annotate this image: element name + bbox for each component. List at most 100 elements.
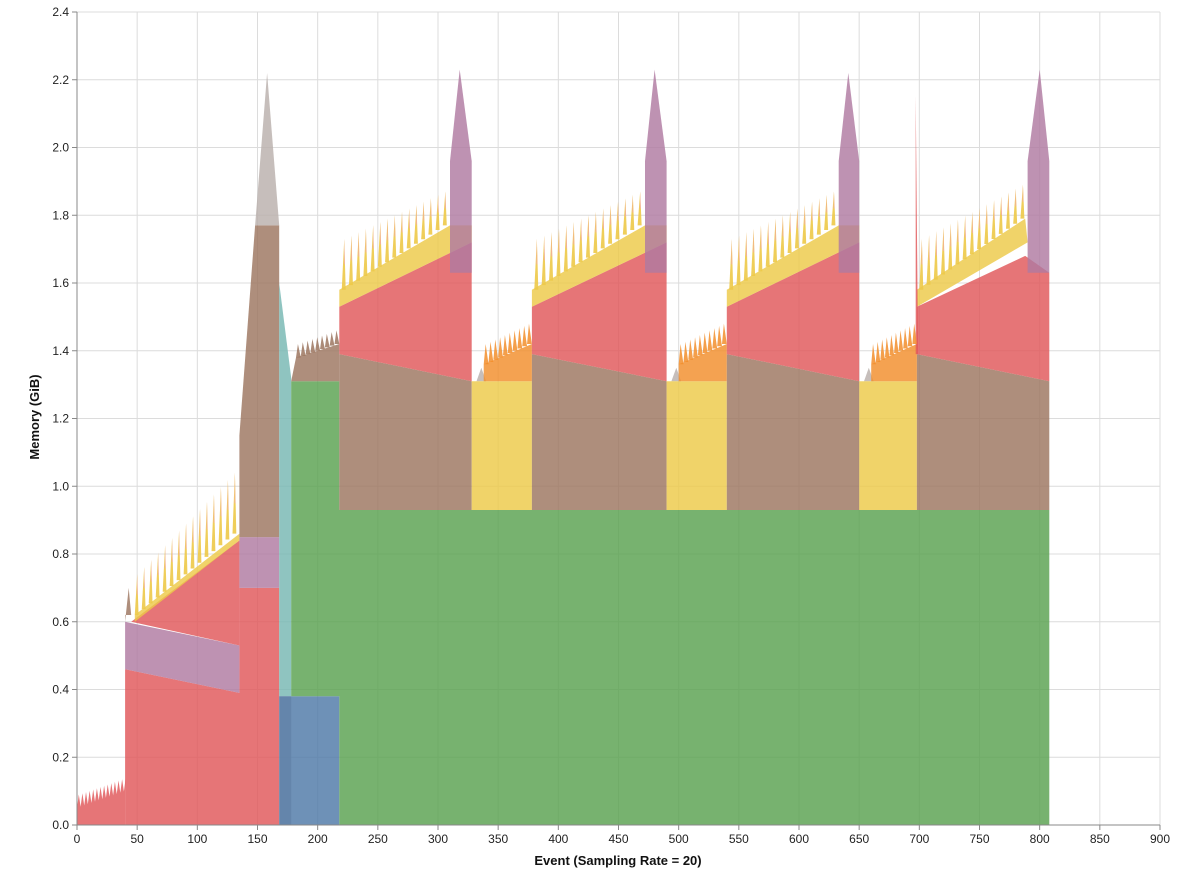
spike-yellow (940, 227, 945, 275)
spike-yellow (998, 196, 1003, 234)
spike-orange (717, 325, 722, 347)
spike-tip (731, 238, 733, 265)
area-purple (645, 69, 667, 273)
spike-tip (416, 205, 417, 225)
spike-yellow (794, 208, 799, 249)
y-tick-label: 2.2 (52, 73, 69, 87)
spike-tip (588, 215, 590, 237)
spike-tip (136, 574, 138, 595)
spike-yellow (919, 238, 924, 290)
spike-orange (507, 332, 513, 354)
spike-yellow (197, 508, 202, 563)
spike-brown (334, 330, 340, 344)
spike-tip (738, 235, 740, 261)
spike-tip (206, 501, 208, 530)
x-tick-label: 650 (849, 832, 869, 846)
chart-axes: 0 50 100 150 200 250 300 350 400 450 500 550 600 650 7… (52, 5, 1170, 846)
spike-yellow (622, 198, 627, 235)
spike-tip (921, 238, 923, 265)
spike-tip (986, 204, 988, 225)
spike-yellow (600, 208, 605, 249)
area-red (915, 96, 919, 355)
spike-yellow (824, 194, 829, 231)
spike-yellow (549, 232, 554, 281)
area-green (291, 381, 1050, 825)
spike-tip (580, 218, 582, 241)
spike-yellow (162, 545, 167, 592)
spike-orange (688, 339, 694, 360)
spike-yellow (571, 222, 576, 267)
spike-orange (693, 337, 698, 358)
spike-yellow (585, 215, 590, 258)
spike-yellow (608, 205, 613, 244)
spike-tip (928, 235, 930, 260)
spike-yellow (736, 235, 741, 286)
area-brown (239, 225, 280, 538)
area-gray (471, 367, 487, 382)
spike-tip (365, 228, 367, 253)
spike-tip (935, 231, 937, 256)
x-tick-label: 50 (130, 832, 144, 846)
spike-yellow (926, 235, 931, 285)
spike-yellow (190, 516, 195, 569)
x-axis-title: Event (Sampling Rate = 20) (534, 853, 701, 868)
spike-yellow (1013, 188, 1018, 224)
area-purple (450, 69, 472, 273)
spike-yellow (984, 204, 989, 245)
spike-orange (898, 330, 904, 351)
area-red (131, 540, 240, 646)
area-gray (255, 73, 280, 226)
spike-yellow (211, 494, 216, 552)
area-purple (838, 73, 860, 273)
spike-orange (522, 325, 528, 347)
y-tick-label: 0.4 (52, 683, 69, 697)
spike-orange (683, 341, 689, 363)
area-purple (125, 621, 240, 693)
spike-tip (573, 222, 575, 245)
spike-tip (979, 207, 981, 229)
spike-yellow (399, 211, 404, 253)
spike-tip (789, 211, 791, 233)
spike-orange (880, 339, 885, 360)
spike-yellow (169, 538, 174, 586)
spike-tip (408, 208, 410, 229)
spike-tip (760, 225, 762, 249)
x-tick-label: 450 (608, 832, 628, 846)
spike-tip (1008, 192, 1010, 211)
spike-tip (157, 552, 159, 576)
spike-yellow (225, 479, 230, 540)
area-yellow (531, 225, 667, 307)
stacked-areas (77, 69, 1050, 825)
spike-tip (767, 222, 769, 245)
spike-tip (164, 545, 166, 569)
spike-yellow (787, 211, 792, 253)
spike-yellow (377, 222, 382, 267)
spike-yellow (435, 194, 440, 231)
spike-orange (697, 334, 703, 356)
spike-yellow (948, 223, 953, 270)
spike-yellow (341, 238, 346, 290)
spike-yellow (962, 215, 967, 260)
spike-tip (957, 219, 959, 242)
x-tick-label: 800 (1030, 832, 1050, 846)
y-tick-label: 1.8 (52, 208, 69, 222)
spike-orange (678, 343, 684, 365)
spike-tip (782, 215, 784, 237)
y-tick-label: 2.0 (52, 141, 69, 155)
spike-tip (150, 559, 152, 582)
spike-yellow (218, 487, 223, 546)
spike-tip (558, 228, 560, 253)
spike-yellow (421, 201, 426, 240)
spike-tip (343, 238, 345, 265)
area-purple (1027, 69, 1050, 273)
spike-tip (595, 211, 597, 233)
area-brown (531, 354, 667, 510)
spike-tip (358, 232, 360, 257)
spike-orange (517, 328, 523, 349)
spike-yellow (406, 208, 411, 249)
spike-yellow (176, 530, 181, 581)
spike-orange (707, 330, 713, 351)
spike-tip (964, 215, 966, 238)
spike-yellow (134, 574, 139, 615)
spike-orange (903, 328, 908, 349)
